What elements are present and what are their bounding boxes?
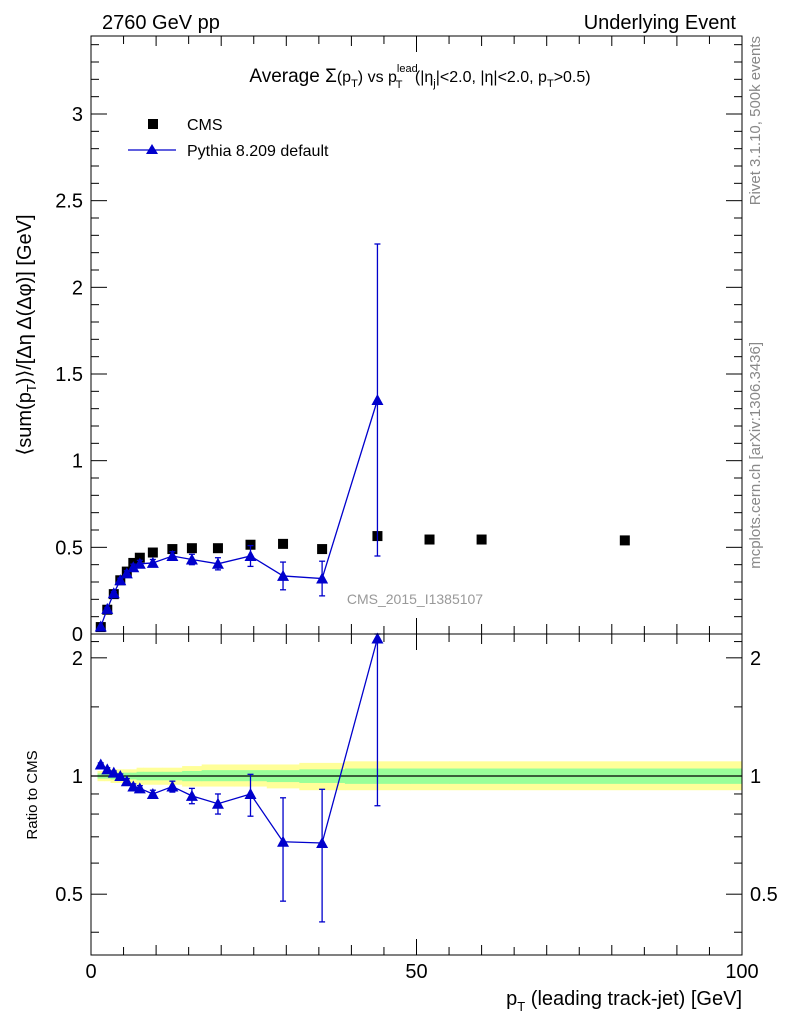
header-right: Underlying Event [584, 12, 737, 34]
pythia-point [244, 550, 257, 561]
legend-marker-cms [148, 119, 158, 129]
legend: CMS Pythia 8.209 default [128, 117, 329, 160]
ratio-plot: 0.5 0.5 1 1 2 2 0 50 100 Ratio to CMS pT (leadi… [24, 632, 778, 1014]
main-ylabel: ⟨sum(pT)⟩/[Δη Δ(Δφ)] [GeV] [14, 214, 39, 455]
pythia-point [166, 550, 179, 561]
pythia-ratio-point [277, 835, 290, 847]
main-ytick-label: 2.5 [55, 191, 83, 213]
main-title: Average Σ(pT) vs plead T (|ηj|<2.0, |η|<2… [249, 63, 590, 91]
pythia-ratio-point [185, 789, 198, 801]
legend-label-pythia: Pythia 8.209 default [187, 143, 329, 160]
cms-point [186, 543, 197, 554]
pythia-ratio-point [371, 632, 384, 644]
legend-marker-pythia [146, 144, 158, 154]
pythia-point [127, 561, 140, 573]
ratio-xtick-label: 50 [405, 961, 427, 983]
pythia-ratio-point [94, 758, 107, 770]
ratio-xtick-label: 0 [85, 961, 96, 983]
cms-point [245, 539, 256, 550]
pythia-ratio-point [114, 770, 127, 782]
legend-label-cms: CMS [187, 117, 223, 134]
ratio-ytick-label: 1 [72, 766, 83, 788]
rivet-label: Rivet 3.1.10, 500k events [747, 36, 764, 205]
cms-point [278, 538, 289, 549]
ratio-ylabel: Ratio to CMS [24, 750, 41, 839]
pythia-point [316, 572, 329, 584]
pythia-ratio-point [133, 782, 146, 794]
cms-point [424, 534, 435, 545]
cms-point [317, 544, 328, 555]
main-ytick-label: 2 [72, 277, 83, 299]
main-ytick-label: 0 [72, 624, 83, 646]
pythia-point [211, 557, 224, 569]
analysis-watermark: CMS_2015_I1385107 [347, 591, 483, 607]
ratio-xtick-label: 100 [725, 961, 758, 983]
pythia-ratio-point [107, 766, 120, 778]
pythia-point [371, 394, 384, 405]
main-ytick-label: 1.5 [55, 364, 83, 386]
pythia-ratio-point [101, 763, 114, 775]
cms-point [212, 543, 223, 554]
pythia-point [146, 556, 159, 568]
cms-point [619, 535, 630, 546]
main-plot: 0 0.5 1 1.5 2 2.5 3 Average Σ(pT) vs plead T (|… [14, 35, 743, 646]
pythia-point [133, 557, 146, 569]
cms-point [147, 547, 158, 558]
pythia-ratio-point [316, 837, 329, 849]
cms-point [167, 544, 178, 555]
ratio-ytick-label-right: 2 [750, 648, 761, 670]
main-ytick-label: 0.5 [55, 537, 83, 559]
header-left: 2760 GeV pp [102, 12, 220, 34]
ratio-xlabel: pT (leading track-jet) [GeV] [506, 988, 742, 1014]
pythia-point [101, 602, 114, 614]
pythia-point [185, 553, 198, 565]
ratio-ytick-label-right: 0.5 [750, 884, 778, 906]
main-ytick-label: 3 [72, 104, 83, 126]
cms-point [476, 534, 487, 545]
pythia-point [120, 567, 133, 579]
pythia-ratio-point [244, 787, 257, 799]
pythia-point [94, 620, 107, 632]
pythia-ratio-point [146, 787, 159, 799]
mcplots-label: mcplots.cern.ch [arXiv:1306.3436] [747, 342, 764, 569]
ratio-ytick-label: 2 [72, 648, 83, 670]
pythia-point [114, 574, 127, 586]
cms-point [134, 552, 145, 563]
pythia-ratio-point [120, 775, 133, 787]
main-ytick-label: 1 [72, 451, 83, 473]
pythia-point [107, 587, 120, 599]
ratio-ytick-label: 0.5 [55, 884, 83, 906]
pythia-line [100, 399, 379, 627]
pythia-point [277, 569, 290, 581]
pythia-ratio-point [211, 797, 224, 809]
pythia-ratio-point [166, 780, 179, 792]
ratio-ytick-label-right: 1 [750, 766, 761, 788]
pythia-ratio-line [100, 638, 379, 844]
